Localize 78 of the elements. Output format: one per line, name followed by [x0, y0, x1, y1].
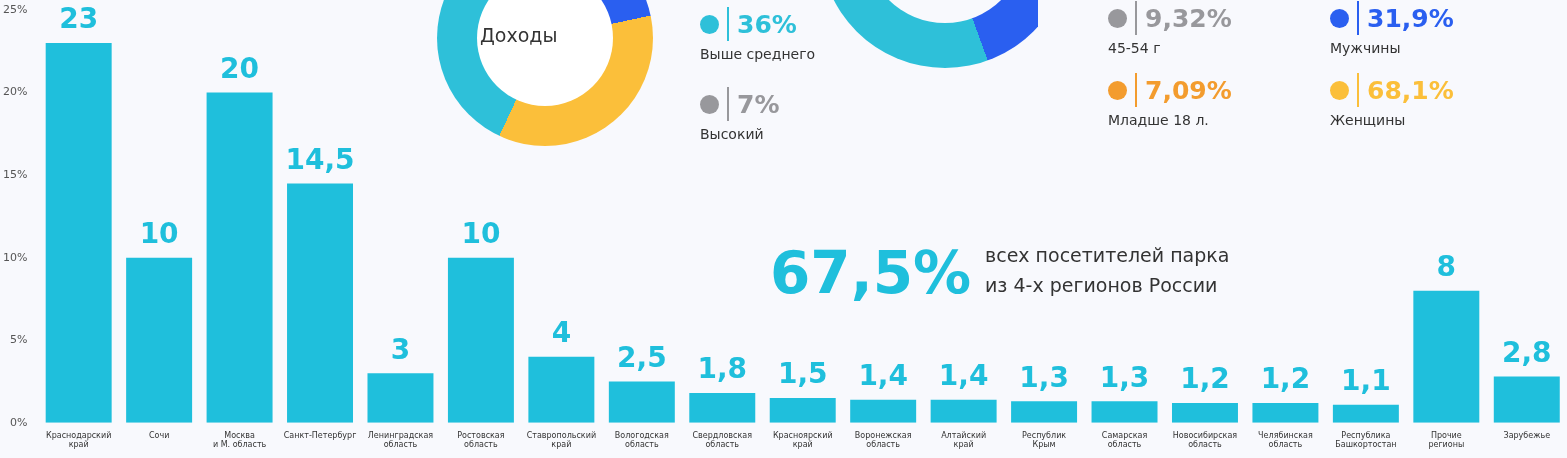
data-label: 1,3: [1019, 360, 1069, 394]
data-label: 10: [139, 216, 179, 250]
category-label: Женщины: [1330, 112, 1407, 128]
bar: [769, 398, 836, 423]
bar: [126, 257, 193, 423]
x-tick-label: Москва и М. область: [212, 430, 267, 450]
x-tick-label: Зарубежье: [1503, 430, 1551, 440]
bar: [1332, 404, 1399, 423]
x-tick-label: Республика Башкортостан: [1335, 430, 1397, 450]
y-tick-label: 20%: [3, 85, 28, 99]
data-label: 1,3: [1099, 360, 1150, 394]
category-label: Младше 18 л.: [1108, 112, 1210, 128]
x-tick-label: Прочие регионы: [1428, 430, 1465, 450]
text: 36%: [737, 9, 797, 39]
bar: [1252, 402, 1319, 423]
category-label: 45-54 г: [1108, 40, 1162, 56]
data-label: 2,5: [617, 340, 667, 374]
x-tick-label: Санкт-Петербург: [283, 430, 357, 440]
bar: [689, 393, 756, 423]
x-tick-label: Алтайский край: [941, 430, 987, 450]
y-tick-label: 0%: [10, 415, 28, 429]
category-label: Мужчины: [1330, 40, 1402, 56]
data-label: 10: [461, 216, 501, 250]
data-label: 14,5: [285, 142, 355, 176]
data-label: 4: [551, 316, 572, 350]
bar: [367, 373, 434, 423]
data-label: 1,2: [1180, 362, 1230, 396]
x-tick-label: Ростовская область: [457, 430, 505, 450]
data-label: 2,8: [1501, 335, 1552, 369]
data-label: 1,8: [697, 352, 748, 386]
data-label: 23: [59, 2, 99, 36]
y-tick-label: 5%: [10, 333, 28, 347]
bar: [1171, 402, 1238, 423]
x-tick-label: Сочи: [148, 430, 170, 440]
text: 7%: [737, 89, 780, 119]
bar: [287, 183, 354, 423]
data-label: 1,2: [1260, 362, 1311, 396]
bar: [930, 399, 997, 423]
bar: [447, 257, 514, 423]
data-label: 20: [220, 51, 260, 85]
text: 9,32%: [1145, 3, 1232, 33]
bar: [1091, 401, 1158, 423]
data-label: 1,4: [858, 358, 908, 392]
annotation: 67,5%: [770, 238, 972, 308]
category-label: Высокий: [700, 126, 765, 142]
text: 31,9%: [1367, 3, 1454, 33]
y-tick-label: 10%: [3, 250, 28, 264]
x-tick-label: Вологодская область: [614, 430, 669, 450]
x-tick-label: Челябинская область: [1258, 430, 1313, 450]
x-tick-label: Республик Крым: [1021, 430, 1067, 450]
bar: [206, 92, 273, 423]
bar: [528, 356, 595, 423]
x-tick-label: Красноярский край: [772, 430, 833, 450]
bar: [1011, 401, 1078, 423]
x-tick-label: Свердловская область: [692, 430, 753, 450]
bar: [1413, 290, 1480, 423]
y-tick-label: 25%: [3, 2, 28, 16]
bar: [608, 381, 675, 423]
text: Доходы: [480, 24, 558, 46]
data-label: 3: [390, 332, 411, 366]
x-tick-label: Воронежская область: [854, 430, 912, 450]
text: 7,09%: [1145, 75, 1232, 105]
x-tick-label: Самарская область: [1101, 430, 1148, 450]
data-label: 8: [1436, 249, 1457, 283]
bar: [45, 43, 112, 423]
x-tick-label: Ставропольский край: [526, 430, 597, 450]
data-label: 1,5: [777, 357, 828, 391]
bar: [850, 399, 917, 423]
x-tick-label: Новосибирская область: [1172, 430, 1238, 450]
data-label: 1,4: [938, 358, 989, 392]
category-label: Выше среднего: [700, 46, 816, 62]
x-tick-label: Краснодарский край: [46, 430, 112, 450]
bar: [1493, 376, 1560, 423]
text: 68,1%: [1367, 75, 1454, 105]
x-tick-label: Ленинградская область: [367, 430, 434, 450]
y-tick-label: 15%: [3, 167, 28, 181]
annotation: всех посетителей парка из 4-х регионов России: [985, 243, 1230, 298]
data-label: 1,1: [1341, 363, 1391, 397]
